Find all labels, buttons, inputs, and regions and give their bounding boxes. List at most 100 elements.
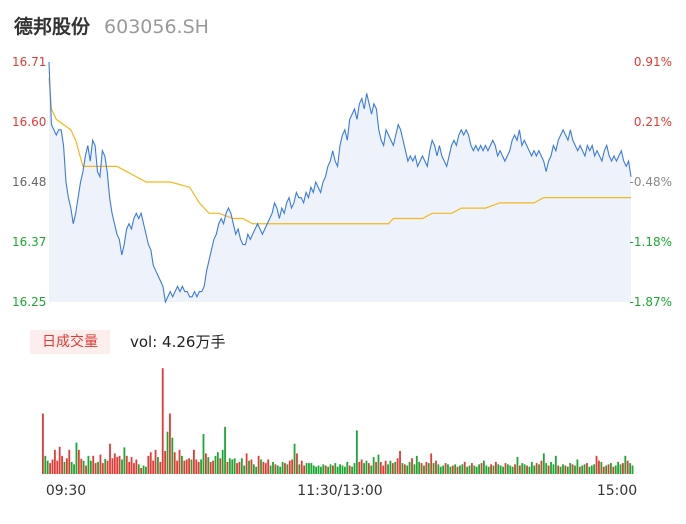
volume-bar [240, 458, 243, 474]
volume-bar [375, 461, 377, 474]
volume-bar [111, 458, 114, 474]
volume-bar [286, 464, 289, 474]
volume-bar [526, 465, 528, 474]
volume-bar [133, 463, 135, 474]
volume-bar [509, 465, 512, 474]
volume-bar [185, 459, 188, 474]
volume-bar [61, 455, 63, 474]
y-price-tick-label: 16.25 [12, 295, 46, 309]
volume-bar [85, 465, 87, 474]
volume-bar [610, 463, 612, 474]
volume-bar [516, 457, 519, 474]
volume-bar [533, 465, 536, 474]
volume-bar [202, 434, 205, 474]
y-percent-tick-label: -1.87% [630, 295, 672, 309]
volume-bar [600, 461, 603, 474]
volume-bar [149, 452, 152, 474]
volume-bar [406, 465, 409, 474]
volume-bar [308, 463, 310, 474]
volume-bar [116, 457, 119, 474]
volume-bar [305, 463, 308, 474]
volume-bar [193, 449, 195, 474]
volume-bar [456, 466, 459, 474]
volume-bar [327, 466, 330, 474]
title-bar: 德邦股份 603056.SH [14, 12, 209, 40]
volume-bar [130, 457, 133, 474]
volume-bar [468, 465, 471, 474]
volume-bar [154, 449, 157, 474]
volume-bar [250, 459, 253, 474]
volume-bar [113, 453, 116, 474]
volume-bar [607, 464, 610, 474]
volume-bar [272, 461, 274, 474]
volume-bar [487, 466, 490, 474]
volume-bar [296, 453, 298, 474]
volume-bar [506, 464, 509, 474]
volume-bar [128, 461, 131, 474]
volume-bar [118, 455, 121, 474]
volume-bar [411, 458, 413, 474]
volume-bar [497, 464, 500, 474]
volume-bar [626, 460, 629, 474]
volume-bar [68, 449, 71, 474]
volume-bar [622, 463, 624, 474]
volume-bar [140, 467, 143, 474]
volume-bar [367, 463, 370, 474]
volume-bar [231, 459, 234, 474]
volume-bar [267, 459, 270, 474]
volume-bar [444, 463, 447, 474]
volume-bar [106, 460, 109, 474]
volume-bar [499, 465, 502, 474]
volume-bar [559, 466, 562, 474]
volume-bar [276, 465, 279, 474]
volume-bar [408, 461, 411, 474]
volume-bar [617, 461, 620, 474]
volume-bar [92, 455, 95, 474]
volume-bar [315, 466, 318, 474]
volume-bar [252, 464, 255, 474]
volume-bar [530, 461, 533, 474]
volume-bar [466, 466, 469, 474]
volume-bar [365, 460, 368, 474]
volume-bar [257, 455, 260, 474]
volume-bar [53, 449, 56, 474]
volume-bar [355, 430, 358, 474]
volume-bar [432, 463, 435, 474]
volume-bar [216, 452, 219, 474]
volume-bar [204, 453, 207, 474]
y-percent-tick-label: 0.91% [634, 55, 672, 69]
volume-bar [221, 449, 224, 474]
volume-bar [169, 413, 171, 474]
volume-bar [574, 465, 576, 474]
volume-bar [80, 458, 83, 474]
volume-bar [176, 460, 179, 474]
volume-bar [157, 457, 159, 474]
volume-bar [494, 461, 497, 474]
volume-bar [463, 461, 466, 474]
volume-bar [284, 463, 286, 474]
volume-bar [564, 465, 567, 474]
volume-bar [353, 463, 356, 474]
volume-bar [190, 459, 193, 474]
volume-bar [605, 465, 608, 474]
volume-bar [65, 458, 68, 474]
volume-bar [588, 466, 591, 474]
volume-bar [336, 466, 339, 474]
volume-bar [207, 457, 210, 474]
volume-bar [595, 455, 598, 474]
volume-bar [260, 459, 262, 474]
volume-bar [593, 464, 596, 474]
volume-bar [89, 460, 92, 474]
volume-bar [293, 443, 296, 474]
volume-bar [387, 464, 389, 474]
volume-bar [255, 466, 258, 474]
volume-bar [523, 464, 526, 474]
average-price-line [48, 77, 631, 225]
volume-bar [391, 463, 394, 474]
volume-bar [490, 464, 492, 474]
volume-bar [238, 461, 241, 474]
volume-bar [384, 460, 387, 474]
volume-bar [571, 464, 574, 474]
volume-bar [236, 463, 238, 474]
